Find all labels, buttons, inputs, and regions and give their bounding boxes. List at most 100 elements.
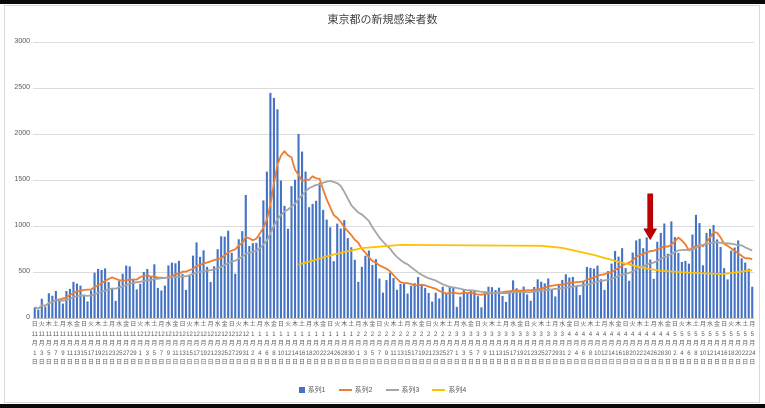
x-axis-label: 月 5 月 24 日 bbox=[748, 322, 756, 367]
x-axis-label: 金 2 月 19 日 bbox=[418, 322, 425, 367]
x-axis-label: 水 2 月 17 日 bbox=[411, 322, 418, 367]
legend-item[interactable]: 系列4 bbox=[432, 385, 466, 395]
x-axis-label: 土 12 月 19 日 bbox=[200, 322, 207, 367]
x-axis-label: 土 3 月 13 日 bbox=[495, 322, 503, 367]
x-axis-label: 木 11 月 19 日 bbox=[94, 322, 102, 367]
x-axis-label: 木 12 月 3 日 bbox=[143, 322, 151, 367]
x-axis-label: 火 5 月 18 日 bbox=[727, 322, 735, 367]
x-axis-label: 水 3 月 17 日 bbox=[509, 322, 517, 367]
top-edge-bar bbox=[0, 0, 765, 4]
y-tick-label: 1000 bbox=[14, 222, 30, 229]
x-axis-label: 土 4 月 10 日 bbox=[594, 322, 601, 367]
x-axis-label: 日 3 月 21 日 bbox=[523, 322, 531, 367]
y-tick-label: 2500 bbox=[14, 84, 30, 91]
x-axis-label: 土 5 月 22 日 bbox=[741, 322, 749, 367]
legend-item[interactable]: 系列3 bbox=[385, 385, 420, 395]
x-axis-label: 月 12 月 7 日 bbox=[158, 322, 165, 367]
x-axis-label: 月 4 月 26 日 bbox=[650, 322, 658, 367]
line-series-2 bbox=[34, 150, 753, 310]
x-axis-label: 水 5 月 12 日 bbox=[706, 322, 714, 367]
y-tick-label: 500 bbox=[18, 268, 30, 275]
x-axis-label: 火 1 月 12 日 bbox=[284, 322, 292, 367]
x-axis-label: 木 3 月 11 日 bbox=[488, 322, 496, 367]
x-axis-label: 木 12 月 31 日 bbox=[242, 322, 250, 367]
x-axis-label: 火 12 月 29 日 bbox=[235, 322, 243, 367]
bottom-edge-bar bbox=[0, 404, 765, 408]
x-axis-label: 土 1 月 16 日 bbox=[298, 322, 306, 367]
x-axis-label: 水 3 月 31 日 bbox=[558, 322, 566, 367]
legend-label: 系列2 bbox=[354, 387, 373, 394]
x-axis-label: 木 4 月 22 日 bbox=[636, 322, 644, 367]
line-series-3 bbox=[34, 179, 753, 310]
y-tick-label: 1500 bbox=[14, 176, 30, 183]
x-axis-label: 火 11 月 3 日 bbox=[38, 322, 45, 367]
x-axis-label: 水 4 月 14 日 bbox=[608, 322, 615, 367]
x-axis-label: 土 11 月 7 日 bbox=[52, 322, 59, 367]
legend-line-marker-icon bbox=[432, 389, 446, 391]
chart-legend: 系列1 系列2 系列3 系列4 bbox=[0, 385, 765, 395]
x-axis-label: 金 5 月 14 日 bbox=[713, 322, 721, 367]
chart-area[interactable] bbox=[4, 5, 760, 403]
x-axis-label: 金 12 月 11 日 bbox=[172, 322, 179, 367]
x-axis-label: 日 5 月 16 日 bbox=[720, 322, 728, 367]
chart-title: 東京都の新規感染者数 bbox=[327, 14, 438, 26]
legend-label: 系列3 bbox=[401, 387, 420, 394]
legend-item[interactable]: 系列2 bbox=[338, 385, 373, 395]
x-axis-label: 金 4 月 16 日 bbox=[615, 322, 622, 367]
x-axis-label: 月 11 月 9 日 bbox=[59, 322, 66, 367]
x-axis-label: 木 1 月 28 日 bbox=[340, 322, 348, 367]
x-axis-label: 木 11 月 5 日 bbox=[45, 322, 52, 367]
x-axis-label: 土 12 月 5 日 bbox=[150, 322, 158, 367]
legend-line-marker-icon bbox=[385, 389, 399, 391]
x-axis-label: 金 3 月 19 日 bbox=[516, 322, 524, 367]
legend-label: 系列4 bbox=[448, 387, 467, 394]
x-axis-label: 土 2 月 13 日 bbox=[397, 322, 404, 367]
x-axis-label: 土 1 月 30 日 bbox=[347, 322, 355, 367]
x-axis-label: 月 11 月 23 日 bbox=[108, 322, 116, 367]
x-axis-label: 日 11 月 29 日 bbox=[129, 322, 137, 367]
x-axis-label: 木 3 月 25 日 bbox=[537, 322, 545, 367]
red-arrow-annotation bbox=[643, 193, 658, 241]
x-axis-label: 木 2 月 11 日 bbox=[390, 322, 397, 367]
gridlines bbox=[33, 42, 754, 319]
x-axis-label: 日 1 月 24 日 bbox=[326, 322, 334, 367]
x-axis-label: 月 1 月 18 日 bbox=[305, 322, 313, 367]
x-axis-label: 日 11 月 1 日 bbox=[31, 322, 38, 367]
x-axis-label: 月 2 月 15 日 bbox=[404, 322, 411, 367]
legend-line-marker-icon bbox=[338, 389, 352, 391]
x-axis-label: 金 1 月 22 日 bbox=[319, 322, 327, 367]
x-axis-label: 木 2 月 25 日 bbox=[439, 322, 447, 367]
x-axis-label: 木 1 月 14 日 bbox=[291, 322, 299, 367]
x-axis-label: 月 5 月 10 日 bbox=[699, 322, 707, 367]
x-axis-label: 金 11 月 13 日 bbox=[73, 322, 81, 367]
legend-label: 系列1 bbox=[307, 387, 326, 394]
x-axis-label: 土 4 月 24 日 bbox=[643, 322, 651, 367]
x-axis-label: 金 11 月 27 日 bbox=[122, 322, 130, 367]
x-axis-label: 日 1 月 10 日 bbox=[277, 322, 285, 367]
x-axis-label: 日 4 月 18 日 bbox=[622, 322, 629, 367]
x-axis-label: 土 11 月 21 日 bbox=[101, 322, 109, 367]
x-axis-label: 日 2 月 21 日 bbox=[425, 322, 432, 367]
x-axis-label: 土 3 月 27 日 bbox=[544, 322, 552, 367]
x-axis-label: 水 11 月 11 日 bbox=[66, 322, 74, 367]
x-axis-label: 金 12 月 25 日 bbox=[221, 322, 229, 367]
x-axis-label: 火 12 月 1 日 bbox=[136, 322, 144, 367]
legend-item[interactable]: 系列1 bbox=[298, 385, 326, 395]
